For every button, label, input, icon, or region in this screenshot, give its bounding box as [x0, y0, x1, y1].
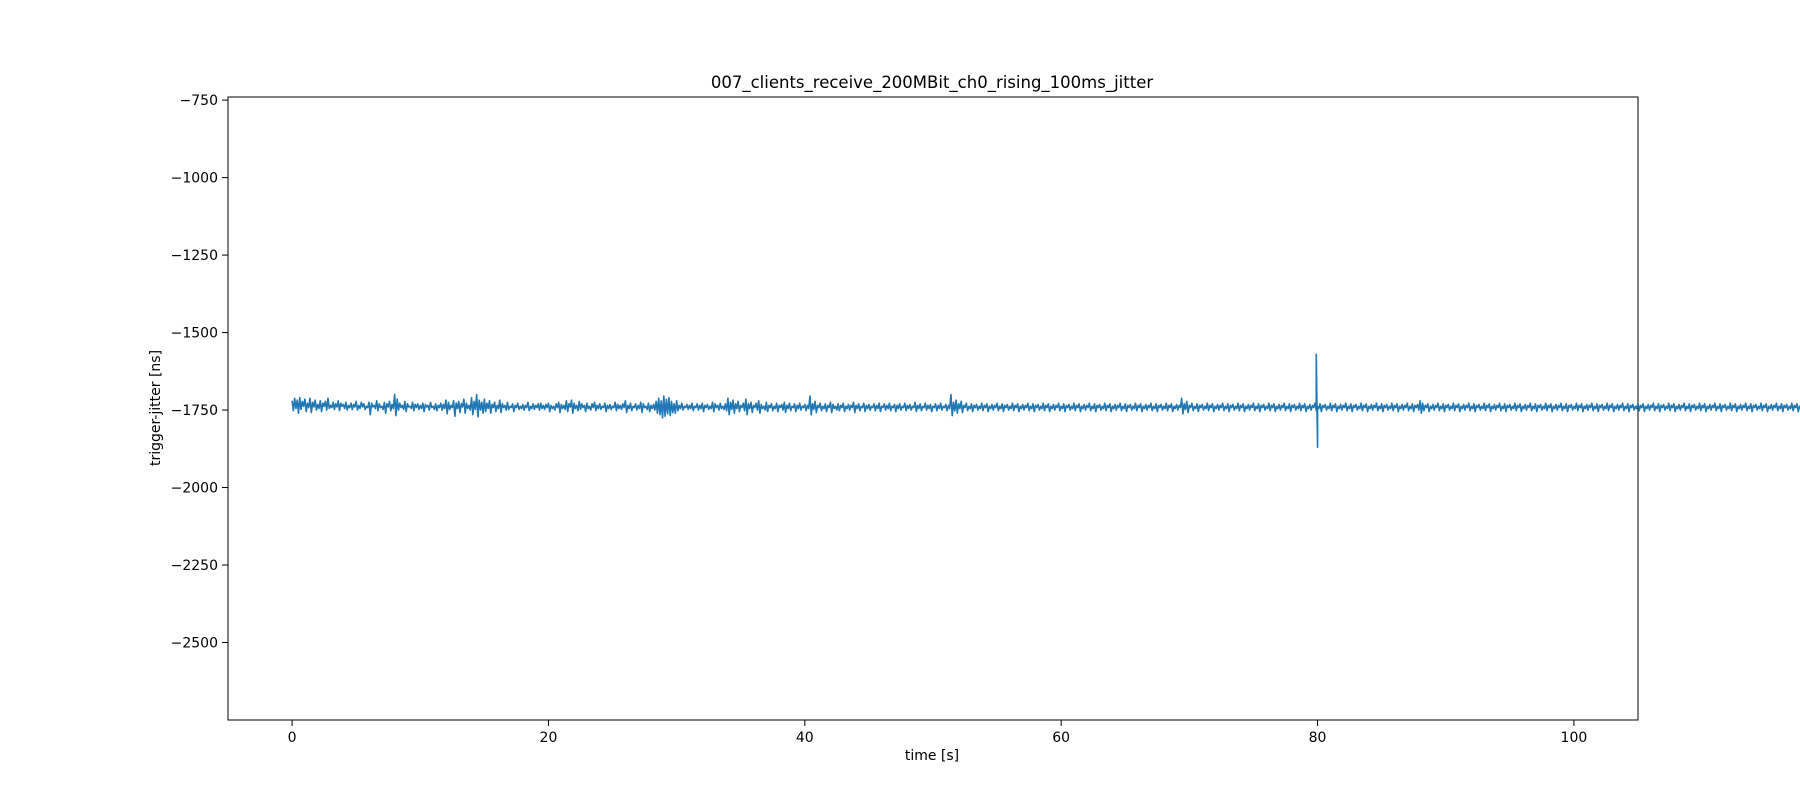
y-tick-label: −1750: [171, 403, 218, 419]
plot-area: [227, 96, 1800, 721]
y-tick-label: −1000: [171, 171, 218, 187]
y-tick-label: −2000: [171, 481, 218, 497]
y-tick-label: −1250: [171, 248, 218, 264]
x-tick-label: 0: [288, 730, 297, 746]
y-tick-label: −2250: [171, 558, 218, 574]
x-tick-label: 20: [540, 730, 558, 746]
x-tick-label: 100: [1561, 730, 1588, 746]
x-tick-label: 60: [1052, 730, 1070, 746]
chart-title: 007_clients_receive_200MBit_ch0_rising_1…: [711, 73, 1153, 93]
y-tick-label: −750: [180, 93, 218, 109]
x-axis: 0 20 40 60 80 100: [288, 720, 1588, 746]
plot-frame: [227, 96, 1639, 721]
x-tick-label: 40: [796, 730, 814, 746]
y-axis: −750 −1000 −1250 −1500 −1750 −2000 −2250 −2500: [171, 93, 228, 652]
y-axis-label: trigger-jitter [ns]: [148, 350, 164, 466]
series-line: [291, 353, 1800, 449]
y-tick-label: −1500: [171, 326, 218, 342]
series-layer: [291, 353, 1800, 449]
x-tick-label: 80: [1309, 730, 1327, 746]
x-axis-label: time [s]: [905, 748, 959, 764]
y-tick-label: −2500: [171, 636, 218, 652]
